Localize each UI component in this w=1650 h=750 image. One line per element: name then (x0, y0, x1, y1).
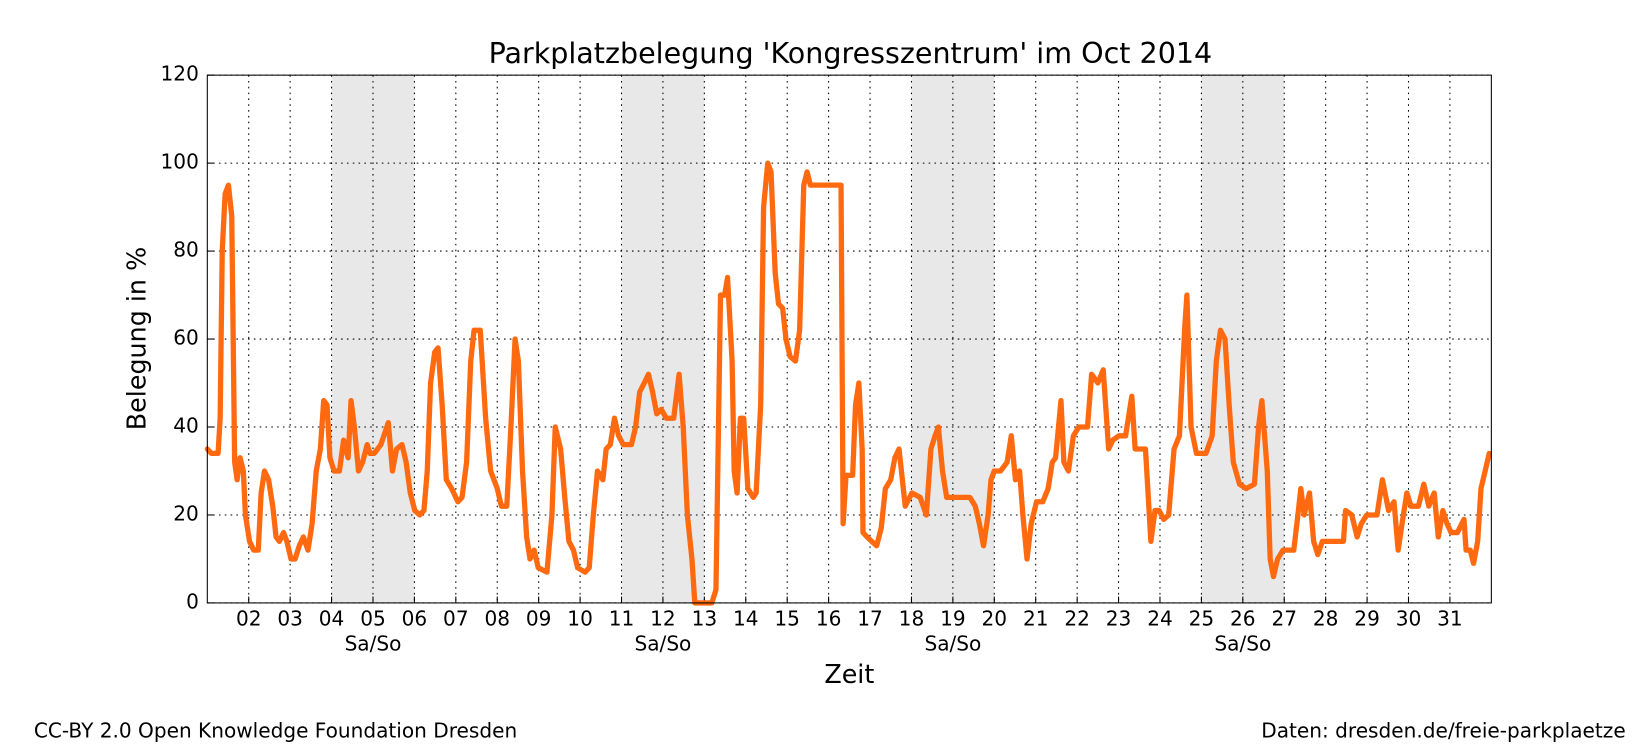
y-tick-label: 100 (161, 150, 199, 174)
x-tick-label: 30 (1396, 606, 1422, 630)
y-tick-label: 120 (161, 62, 199, 86)
footer-right: Daten: dresden.de/freie-parkplaetze (1261, 718, 1625, 742)
x-tick-label: 18 (899, 606, 925, 630)
x-tick-label: 02 (236, 606, 262, 630)
x-tick-label: 29 (1354, 606, 1380, 630)
x-tick-label: 05 (360, 606, 386, 630)
weekend-label: Sa/So (924, 632, 981, 656)
x-tick-label: 07 (443, 606, 469, 630)
x-tick-label: 03 (277, 606, 303, 630)
y-tick-label: 40 (173, 414, 199, 438)
y-tick-label: 0 (186, 589, 199, 613)
y-axis-title: Belegung in % (122, 247, 152, 430)
chart-title: Parkplatzbelegung 'Kongresszentrum' im O… (489, 36, 1213, 70)
x-tick-label: 27 (1271, 606, 1297, 630)
weekend-label: Sa/So (345, 632, 402, 656)
x-tick-label: 04 (319, 606, 345, 630)
x-tick-label: 20 (982, 606, 1008, 630)
x-tick-label: 23 (1106, 606, 1132, 630)
x-tick-label: 17 (857, 606, 883, 630)
x-tick-label: 06 (402, 606, 428, 630)
x-axis-title: Zeit (824, 659, 874, 689)
x-tick-label: 21 (1023, 606, 1049, 630)
line-layer (204, 160, 1492, 606)
x-tick-label: 31 (1437, 606, 1463, 630)
y-tick-label: 60 (173, 326, 199, 350)
x-tick-label: 25 (1189, 606, 1215, 630)
x-tick-label: 11 (609, 606, 635, 630)
labels: Sa/So Sa/So Sa/So Sa/So 02 03 04 05 06 07 08 09 10 11… (161, 62, 1463, 656)
x-tick-label: 26 (1230, 606, 1256, 630)
x-tick-label: 14 (733, 606, 759, 630)
x-tick-label: 09 (526, 606, 552, 630)
x-tick-label: 15 (774, 606, 800, 630)
footer-left: CC-BY 2.0 Open Knowledge Foundation Dres… (34, 718, 517, 742)
x-tick-label: 28 (1313, 606, 1339, 630)
x-tick-label: 22 (1064, 606, 1090, 630)
x-tick-label: 10 (567, 606, 593, 630)
x-tick-label: 24 (1147, 606, 1173, 630)
y-tick-label: 80 (173, 238, 199, 262)
weekend-label: Sa/So (1214, 632, 1271, 656)
x-tick-label: 19 (940, 606, 966, 630)
x-tick-label: 13 (692, 606, 718, 630)
x-tick-label: 08 (484, 606, 510, 630)
data-line (204, 160, 1492, 606)
plot-frame (206, 74, 1492, 604)
y-tick-label: 20 (173, 501, 199, 525)
weekend-label: Sa/So (635, 632, 692, 656)
grid (207, 74, 1492, 604)
x-tick-label: 16 (816, 606, 842, 630)
x-tick-label: 12 (650, 606, 676, 630)
